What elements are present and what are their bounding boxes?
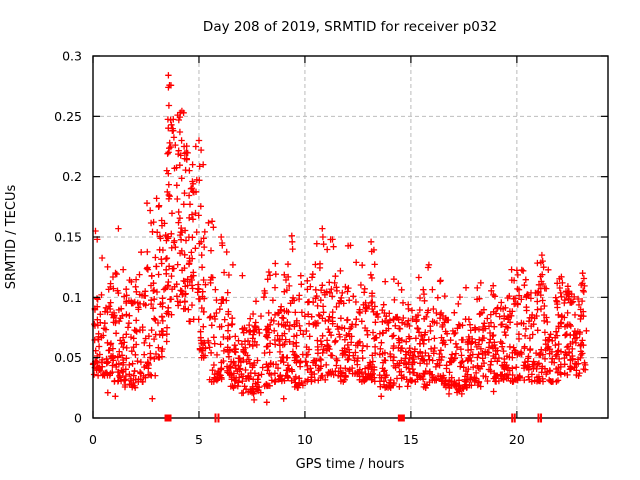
baseline-tick-marker	[513, 413, 516, 423]
x-tick-label: 15	[403, 432, 419, 447]
data-points	[89, 72, 590, 406]
y-tick-label: 0.05	[54, 350, 82, 365]
y-tick-label: 0.1	[62, 290, 82, 305]
y-tick-label: 0	[74, 411, 82, 426]
baseline-tick-marker	[540, 413, 543, 423]
y-tick-label: 0.25	[54, 109, 82, 124]
baseline-markers	[164, 413, 543, 423]
baseline-tick-marker	[214, 413, 217, 423]
tick-labels: 0 5 10 15 20 0 0.05 0.1 0.15 0.2 0.25 0.3	[54, 49, 525, 448]
x-tick-label: 10	[297, 432, 313, 447]
x-axis-label: GPS time / hours	[296, 457, 405, 472]
baseline-tick-marker	[537, 413, 540, 423]
x-tick-label: 0	[89, 432, 97, 447]
baseline-tick-marker	[217, 413, 220, 423]
baseline-square-marker	[164, 414, 172, 422]
y-tick-label: 0.15	[54, 230, 82, 245]
x-tick-label: 5	[195, 432, 203, 447]
y-tick-label: 0.3	[62, 49, 82, 64]
baseline-tick-marker	[511, 413, 514, 423]
axis-ticks	[92, 55, 608, 419]
y-tick-label: 0.2	[62, 169, 82, 184]
y-axis-label: SRMTID / TECUs	[4, 185, 19, 290]
x-tick-label: 20	[509, 432, 525, 447]
baseline-square-marker	[397, 414, 405, 422]
chart-title: Day 208 of 2019, SRMTID for receiver p03…	[203, 19, 497, 35]
